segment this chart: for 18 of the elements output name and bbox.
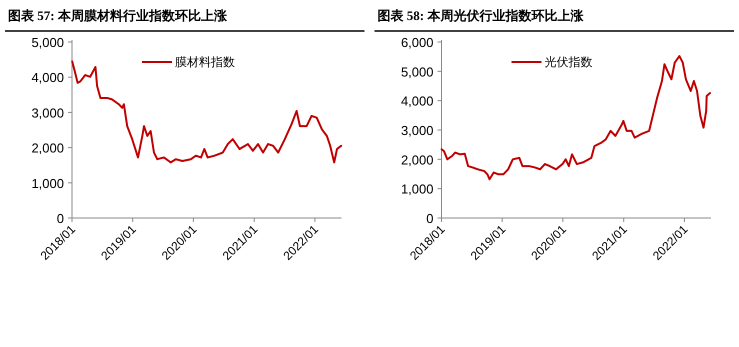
y-tick-label: 0	[426, 211, 434, 226]
y-tick-label: 1,000	[400, 182, 434, 197]
y-tick-label: 5,000	[400, 64, 434, 80]
y-tick-label: 4,000	[31, 70, 64, 86]
y-tick-label: 2,000	[31, 140, 64, 156]
y-tick-label: 0	[56, 211, 64, 226]
y-tick-label: 3,000	[400, 123, 434, 138]
y-tick-label: 1,000	[31, 176, 64, 191]
chart-title: 图表 58: 本周光伏行业指数环比上涨	[378, 8, 584, 23]
y-tick-label: 4,000	[400, 94, 434, 109]
legend-label: 光伏指数	[544, 55, 592, 69]
y-tick-label: 3,000	[31, 105, 64, 120]
y-tick-label: 5,000	[31, 35, 64, 50]
line-series	[440, 55, 711, 180]
y-tick-label: 6,000	[400, 35, 434, 50]
legend-label: 膜材料指数	[175, 55, 235, 69]
chart-title: 图表 57: 本周膜材料行业指数环比上涨	[8, 8, 228, 23]
y-tick-label: 2,000	[400, 152, 434, 168]
